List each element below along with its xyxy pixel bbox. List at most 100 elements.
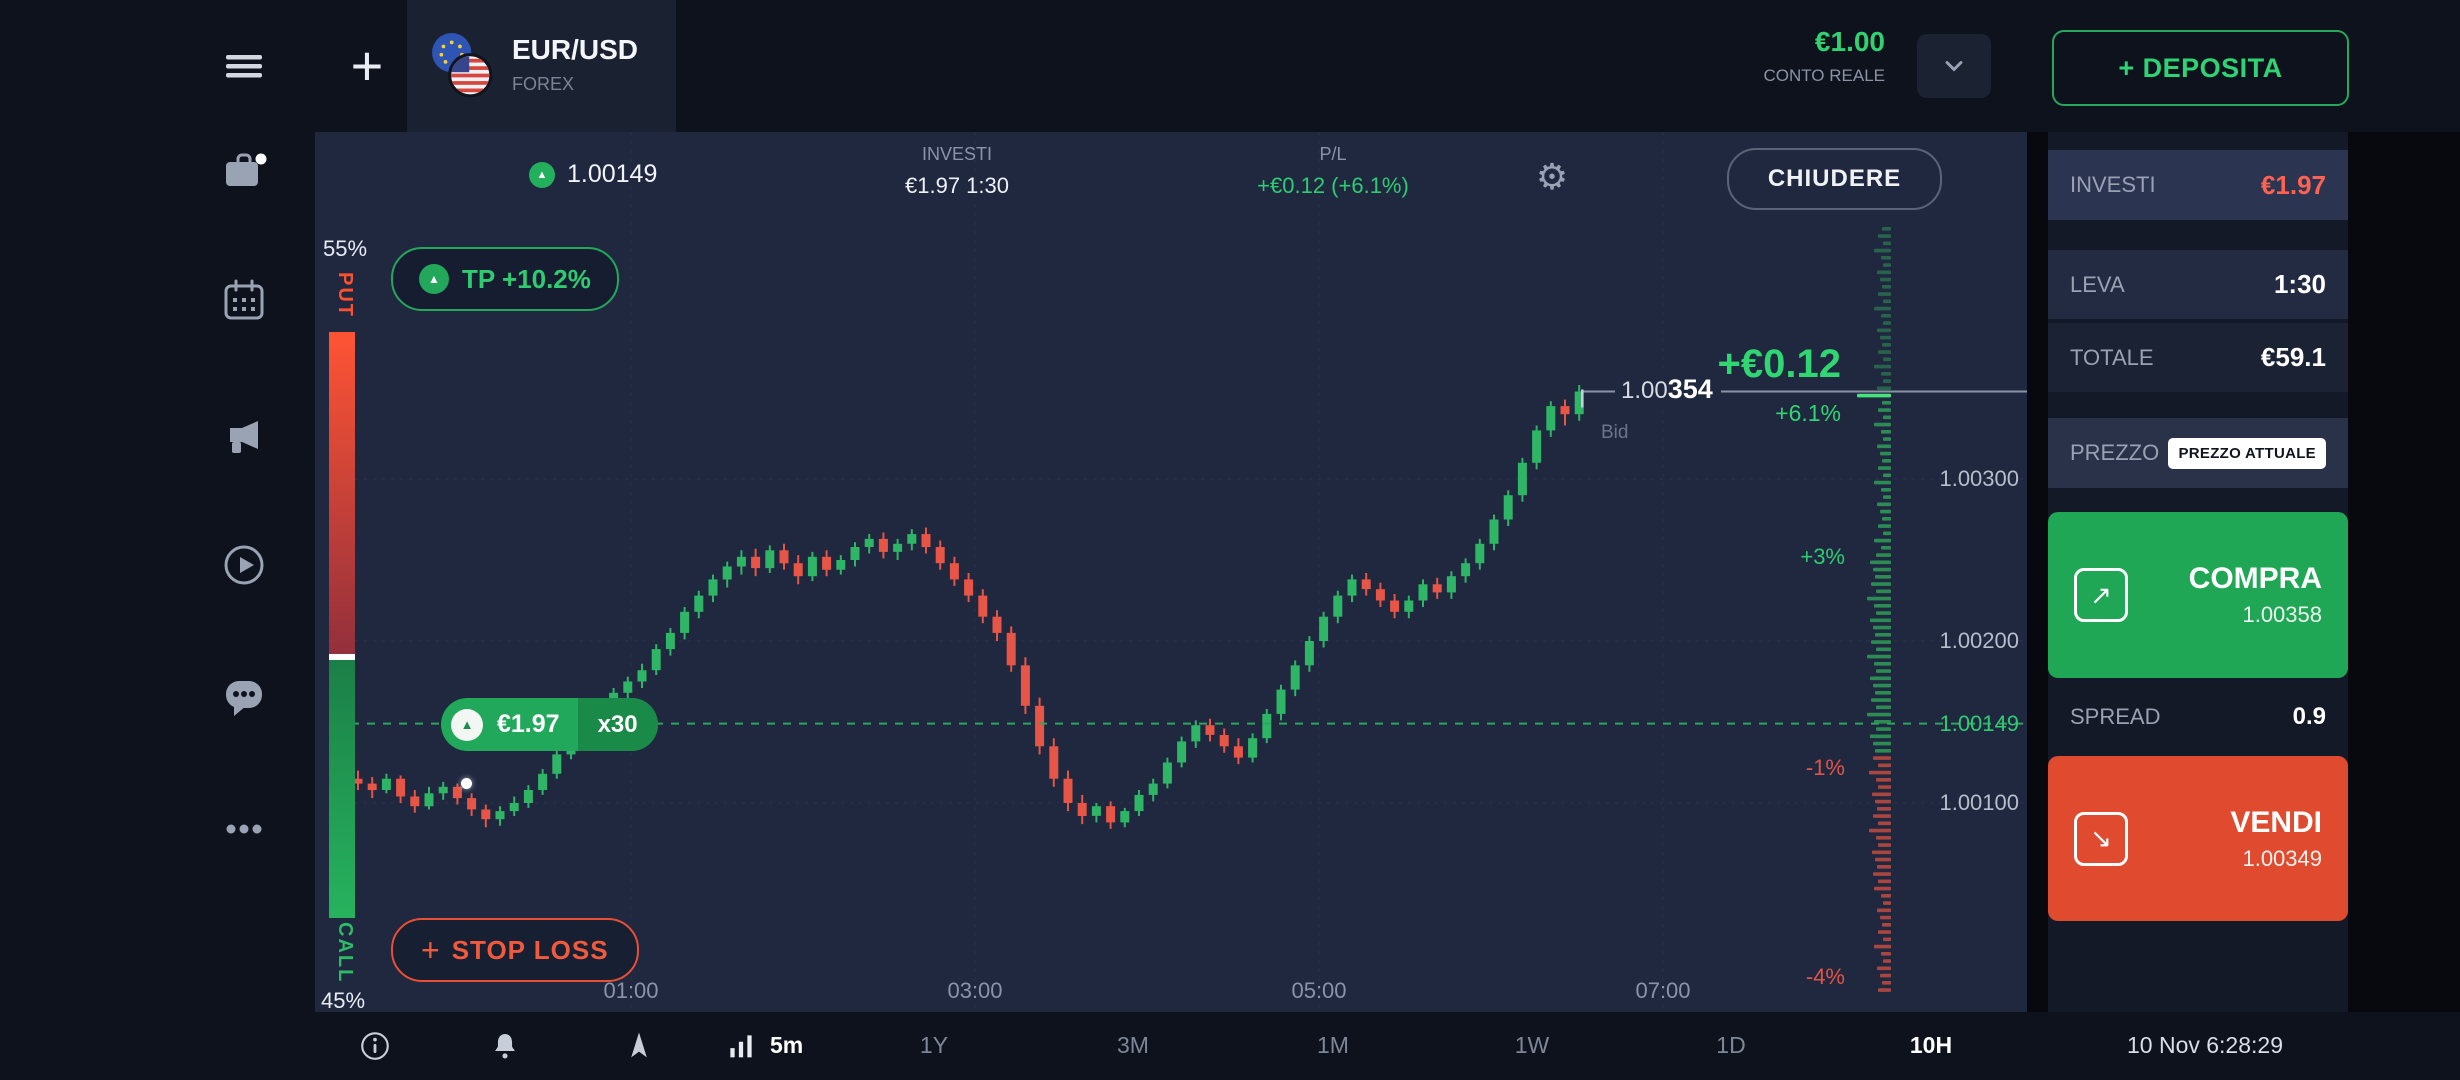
drawing-tools-button[interactable] <box>621 1028 657 1064</box>
account-balance: €1.00 <box>1814 26 1885 57</box>
pl-label: P/L <box>1319 144 1347 164</box>
sell-arrow-icon: ↘ <box>2074 811 2128 866</box>
candlestick-chart-canvas[interactable] <box>315 132 2027 1012</box>
calendar-icon <box>224 279 264 320</box>
time-tick: 03:00 <box>947 978 1003 1003</box>
info-icon <box>361 1032 389 1060</box>
plus-icon: + <box>421 931 440 968</box>
current-price-badge[interactable]: PREZZO ATTUALE <box>2168 437 2326 469</box>
clock: 10 Nov 6:28:29 <box>2126 1032 2283 1058</box>
entry-multiplier: x30 <box>577 698 658 751</box>
range-1m[interactable]: 1M <box>1317 1032 1349 1058</box>
time-tick: 01:00 <box>603 978 659 1003</box>
tp-value: TP +10.2% <box>462 263 591 294</box>
topbar: + EUR/USD FOREX €1.00 CONTO REALE <box>315 0 2460 132</box>
open-position-pill[interactable]: ▲ €1.97 x30 <box>441 698 658 751</box>
price-tick: 1.00200 <box>1939 628 2019 653</box>
portfolio-button[interactable] <box>220 146 268 194</box>
briefcase-icon <box>226 153 267 186</box>
sell-button[interactable]: ↘ VENDI 1.00349 <box>2048 756 2348 921</box>
notification-dot <box>255 153 267 165</box>
invest-value: €1.97 1:30 <box>905 173 1009 198</box>
range-1w[interactable]: 1W <box>1514 1032 1550 1058</box>
percent-tick: -1% <box>1805 755 1845 780</box>
instrument-name: EUR/USD <box>512 34 639 65</box>
chart-type-button[interactable] <box>723 1028 759 1064</box>
hamburger-icon <box>226 55 262 78</box>
range-3m[interactable]: 3M <box>1117 1032 1149 1058</box>
more-button[interactable] <box>220 805 268 853</box>
cursor-arrow-icon <box>631 1032 647 1058</box>
tp-direction-icon: ▲ <box>419 264 449 294</box>
info-button[interactable] <box>357 1028 393 1064</box>
price-tick: 1.00100 <box>1939 790 2019 815</box>
spread-value: 0.9 <box>2292 703 2326 730</box>
close-position-button[interactable]: CHIUDERE <box>1727 148 1942 210</box>
current-price-bold: 354 <box>1667 374 1713 404</box>
leverage-row-value: 1:30 <box>2273 269 2326 299</box>
price-type-label: PREZZO <box>2070 440 2160 465</box>
bell-icon <box>495 1033 515 1059</box>
ellipsis-icon <box>226 824 262 834</box>
total-row-value: €59.1 <box>2260 342 2326 372</box>
floating-pl-amount: +€0.12 <box>1717 342 1841 386</box>
gauge-divider <box>329 654 355 660</box>
price-type-row[interactable]: PREZZO PREZZO ATTUALE <box>2048 418 2348 488</box>
chart-settings-button[interactable]: ⚙ <box>1535 156 1569 197</box>
bottombar: 5m 1Y 3M 1M 1W 1D 10H 10 Nov 6:28:29 <box>0 1012 2460 1080</box>
stop-loss-button[interactable]: + STOP LOSS <box>391 918 639 982</box>
account-info: €1.00 CONTO REALE <box>1685 26 1885 86</box>
instrument-tab[interactable]: EUR/USD FOREX <box>407 0 676 132</box>
range-10h[interactable]: 10H <box>1909 1032 1953 1058</box>
calendar-button[interactable] <box>220 276 268 324</box>
eur-usd-flags-icon <box>432 33 493 98</box>
entry-point-marker <box>461 778 472 789</box>
sell-label: VENDI <box>2230 805 2322 839</box>
entry-amount: €1.97 <box>497 710 560 738</box>
total-row: TOTALE €59.1 <box>2048 323 2348 392</box>
candle-period-button[interactable]: 5m <box>770 1032 804 1058</box>
chat-icon <box>226 681 262 716</box>
megaphone-icon <box>230 421 258 453</box>
bar-chart-icon <box>730 1035 752 1058</box>
buy-price: 1.00358 <box>2242 602 2322 627</box>
stop-loss-label: STOP LOSS <box>451 934 609 965</box>
spread-row: SPREAD 0.9 <box>2048 684 2348 750</box>
menu-button[interactable] <box>220 42 268 90</box>
instrument-type: FOREX <box>512 74 575 94</box>
floating-pl-percent: +6.1% <box>1775 400 1841 426</box>
deposit-button[interactable]: + DEPOSITA <box>2052 30 2349 106</box>
take-profit-pill[interactable]: ▲ TP +10.2% <box>391 247 619 311</box>
put-label: PUT <box>334 272 356 318</box>
entry-direction-icon: ▲ <box>451 708 483 741</box>
invest-row-label: INVESTI <box>2070 172 2156 197</box>
current-price-prefix: 1.00 <box>1621 377 1668 404</box>
current-price-label: 1.00354 <box>1615 372 1721 407</box>
call-bar <box>329 660 355 918</box>
account-type: CONTO REALE <box>1763 66 1885 85</box>
account-switcher-button[interactable] <box>1917 34 1991 98</box>
position-invest-block: INVESTI €1.97 1:30 <box>837 144 1077 199</box>
pl-value: +€0.12 (+6.1%) <box>1257 173 1409 198</box>
put-bar <box>329 332 355 654</box>
buy-button[interactable]: ↗ COMPRA 1.00358 <box>2048 512 2348 678</box>
announcements-button[interactable] <box>220 413 268 461</box>
position-pl-block: P/L +€0.12 (+6.1%) <box>1213 144 1453 199</box>
range-1y[interactable]: 1Y <box>919 1032 949 1058</box>
put-percentage: 55% <box>323 236 368 261</box>
leverage-row-label: LEVA <box>2070 271 2125 297</box>
position-direction-icon: ▲ <box>529 162 555 188</box>
chart-area[interactable]: ▲ 1.00149 INVESTI €1.97 1:30 P/L +€0.12 … <box>315 132 2027 1012</box>
video-tutorials-button[interactable] <box>220 541 268 589</box>
buy-arrow-icon: ↗ <box>2074 568 2128 622</box>
range-1d[interactable]: 1D <box>1716 1032 1746 1058</box>
percent-tick: +3% <box>1800 544 1845 569</box>
leverage-row: LEVA 1:30 <box>2048 250 2348 319</box>
play-icon <box>224 545 264 585</box>
alerts-button[interactable] <box>487 1028 523 1064</box>
chat-button[interactable] <box>220 673 268 721</box>
spread-label: SPREAD <box>2070 704 2161 729</box>
add-asset-button[interactable]: + <box>350 33 384 97</box>
call-percentage: 45% <box>321 988 366 1012</box>
buy-label: COMPRA <box>2188 562 2322 595</box>
